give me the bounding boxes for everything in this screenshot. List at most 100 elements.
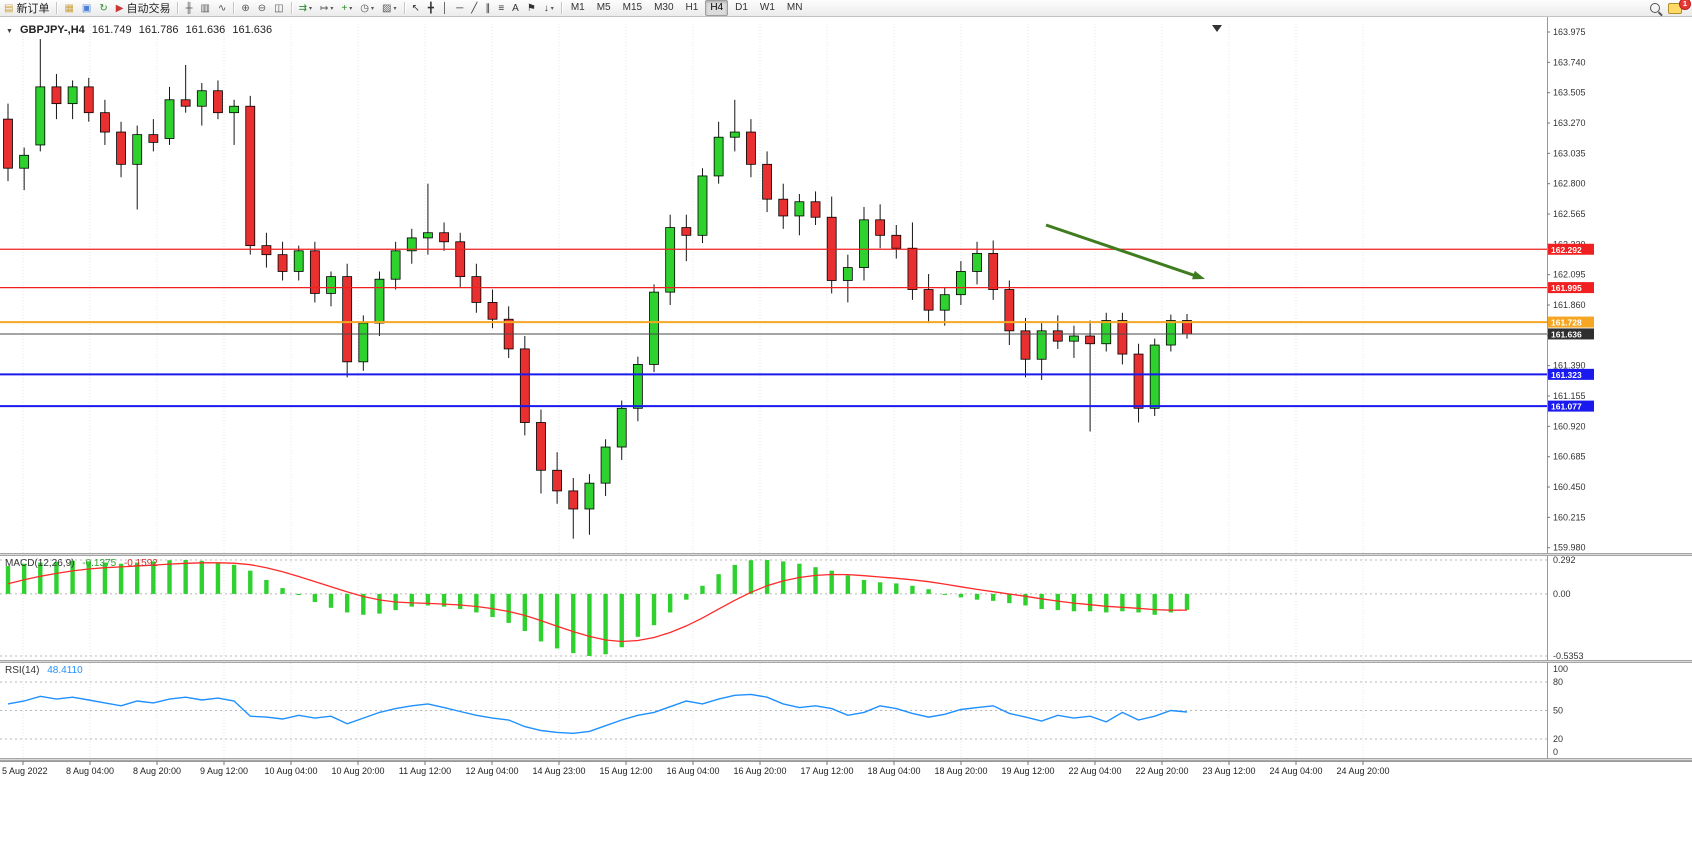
macd-histogram-bar bbox=[877, 582, 883, 594]
tile-windows-icon: ◫ bbox=[274, 2, 284, 14]
candle-down bbox=[1133, 353, 1144, 409]
candle-up bbox=[374, 278, 385, 324]
candle-down bbox=[471, 276, 482, 303]
candle-down bbox=[519, 348, 530, 423]
new-chart-button[interactable]: ▦ bbox=[61, 1, 76, 16]
new-order-button[interactable]: ▤ 新订单 bbox=[1, 1, 52, 16]
price-axis-label: 163.505 bbox=[1553, 88, 1586, 98]
timeframe-h1-button[interactable]: H1 bbox=[685, 2, 699, 13]
zoom-in-button[interactable]: ⊕ bbox=[238, 1, 252, 16]
panel-splitter[interactable] bbox=[0, 758, 1692, 761]
tile-windows-button[interactable]: ◫ bbox=[271, 1, 286, 16]
candle-down bbox=[1085, 335, 1095, 345]
text-label-button[interactable]: ⚑ bbox=[524, 1, 539, 16]
timeframe-m1-button[interactable]: M1 bbox=[570, 2, 585, 13]
candle-down bbox=[309, 250, 320, 294]
autotrading-button[interactable]: ▶ 自动交易 bbox=[113, 1, 174, 16]
refresh-button[interactable]: ↻ bbox=[96, 1, 110, 16]
fibonacci-icon: ≡ bbox=[498, 2, 505, 14]
text-button[interactable]: A bbox=[509, 1, 522, 16]
candle-up bbox=[326, 276, 336, 294]
price-axis-label: 163.270 bbox=[1553, 118, 1586, 128]
crosshair-button[interactable]: ╋ bbox=[425, 1, 437, 16]
timeframe-m30-button[interactable]: M30 bbox=[654, 2, 674, 13]
templates-button[interactable]: ▨ ▾ bbox=[379, 1, 399, 16]
vertical-line-button[interactable]: │ bbox=[439, 1, 451, 16]
candle-up bbox=[35, 86, 46, 146]
timeframe-m15-button[interactable]: M15 bbox=[622, 2, 643, 13]
macd-histogram-bar bbox=[1104, 593, 1109, 613]
trendline-button[interactable]: ╱ bbox=[468, 1, 480, 16]
timeframe-d1-button[interactable]: D1 bbox=[735, 2, 748, 13]
indicators-button[interactable]: + ▾ bbox=[338, 1, 355, 16]
macd-signal-line bbox=[7, 562, 1188, 643]
search-icon bbox=[1650, 3, 1660, 13]
time-axis-label: 5 Aug 2022 bbox=[2, 766, 48, 776]
macd-histogram-bar bbox=[942, 593, 947, 595]
arrows-button[interactable]: ↓ ▾ bbox=[541, 1, 557, 16]
macd-histogram-bar bbox=[86, 561, 91, 594]
timeframe-m5-button[interactable]: M5 bbox=[596, 2, 611, 13]
auto-scroll-button[interactable]: ⇉ ▾ bbox=[296, 1, 315, 16]
price-axis-label: 160.215 bbox=[1553, 512, 1586, 522]
cursor-button[interactable]: ↖ bbox=[409, 1, 423, 16]
time-axis-label: 23 Aug 12:00 bbox=[1202, 766, 1255, 776]
candle-down bbox=[1117, 320, 1128, 355]
candle-up bbox=[1036, 330, 1047, 360]
candle-up bbox=[972, 252, 982, 272]
macd-histogram-bar bbox=[183, 560, 188, 594]
candle-up bbox=[67, 86, 78, 105]
chart-canvas[interactable]: 163.975 163.740 163.505 163.270 163.035 162.8… bbox=[0, 17, 1692, 843]
macd-histogram-bar bbox=[5, 566, 11, 594]
candle-up bbox=[1149, 344, 1160, 409]
macd-histogram-bar bbox=[829, 570, 834, 594]
profiles-button[interactable]: ▣ bbox=[79, 1, 94, 16]
macd-histogram-bar bbox=[264, 579, 269, 594]
candle-down bbox=[1004, 289, 1015, 332]
macd-histogram-bar bbox=[813, 567, 818, 594]
macd-histogram-bar bbox=[167, 560, 172, 594]
toolbar-separator bbox=[56, 2, 58, 14]
panel-splitter[interactable] bbox=[0, 553, 1692, 556]
chart-shift-button[interactable]: ↦ ▾ bbox=[317, 1, 336, 16]
line-chart-button[interactable]: ∿ bbox=[215, 1, 229, 16]
price-tag-label: 161.636 bbox=[1551, 329, 1582, 339]
candle-down bbox=[342, 276, 353, 363]
candle-up bbox=[697, 175, 708, 236]
fibonacci-button[interactable]: ≡ bbox=[495, 1, 507, 16]
bar-chart-button[interactable]: ╫ bbox=[182, 1, 195, 16]
macd-histogram-bar bbox=[635, 593, 641, 637]
notifications-button[interactable]: 1 bbox=[1665, 0, 1691, 16]
macd-histogram-bar bbox=[425, 593, 431, 606]
timeframe-h4-button[interactable]: H4 bbox=[705, 0, 729, 16]
periods-button[interactable]: ◷ ▾ bbox=[357, 1, 377, 16]
candlestick-chart-button[interactable]: ▥ bbox=[198, 1, 213, 16]
macd-histogram-bar bbox=[1152, 593, 1157, 615]
price-axis-label: 162.800 bbox=[1553, 179, 1586, 189]
autotrading-button-label: 自动交易 bbox=[126, 3, 171, 15]
channel-button[interactable]: ∥ bbox=[482, 1, 493, 16]
caret-down-icon: ▾ bbox=[393, 5, 397, 12]
price-tag-label: 162.292 bbox=[1551, 245, 1582, 255]
candle-down bbox=[1052, 330, 1063, 342]
chart-area: 163.975 163.740 163.505 163.270 163.035 162.8… bbox=[0, 17, 1692, 843]
rsi-axis-label: 20 bbox=[1553, 734, 1563, 744]
chart-shift-marker[interactable] bbox=[1212, 25, 1222, 32]
panel-splitter[interactable] bbox=[0, 660, 1692, 663]
macd-histogram-bar bbox=[280, 588, 285, 594]
horizontal-line-button[interactable]: ─ bbox=[453, 1, 466, 16]
time-axis-label: 22 Aug 20:00 bbox=[1135, 766, 1188, 776]
time-axis-label: 24 Aug 04:00 bbox=[1269, 766, 1322, 776]
trend-arrow-annotation[interactable] bbox=[1045, 223, 1198, 278]
auto-scroll-icon: ⇉ bbox=[298, 2, 308, 14]
macd-histogram-bar bbox=[1184, 593, 1190, 610]
price-tag bbox=[1548, 282, 1594, 294]
timeframe-w1-button[interactable]: W1 bbox=[759, 2, 775, 13]
zoom-out-button[interactable]: ⊖ bbox=[255, 1, 269, 16]
timeframe-mn-button[interactable]: MN bbox=[786, 2, 803, 13]
price-tag bbox=[1548, 368, 1594, 380]
candle-down bbox=[907, 247, 918, 290]
macd-axis-label: 0.00 bbox=[1553, 589, 1571, 599]
candle-down bbox=[455, 241, 466, 278]
search-button[interactable] bbox=[1647, 1, 1663, 16]
